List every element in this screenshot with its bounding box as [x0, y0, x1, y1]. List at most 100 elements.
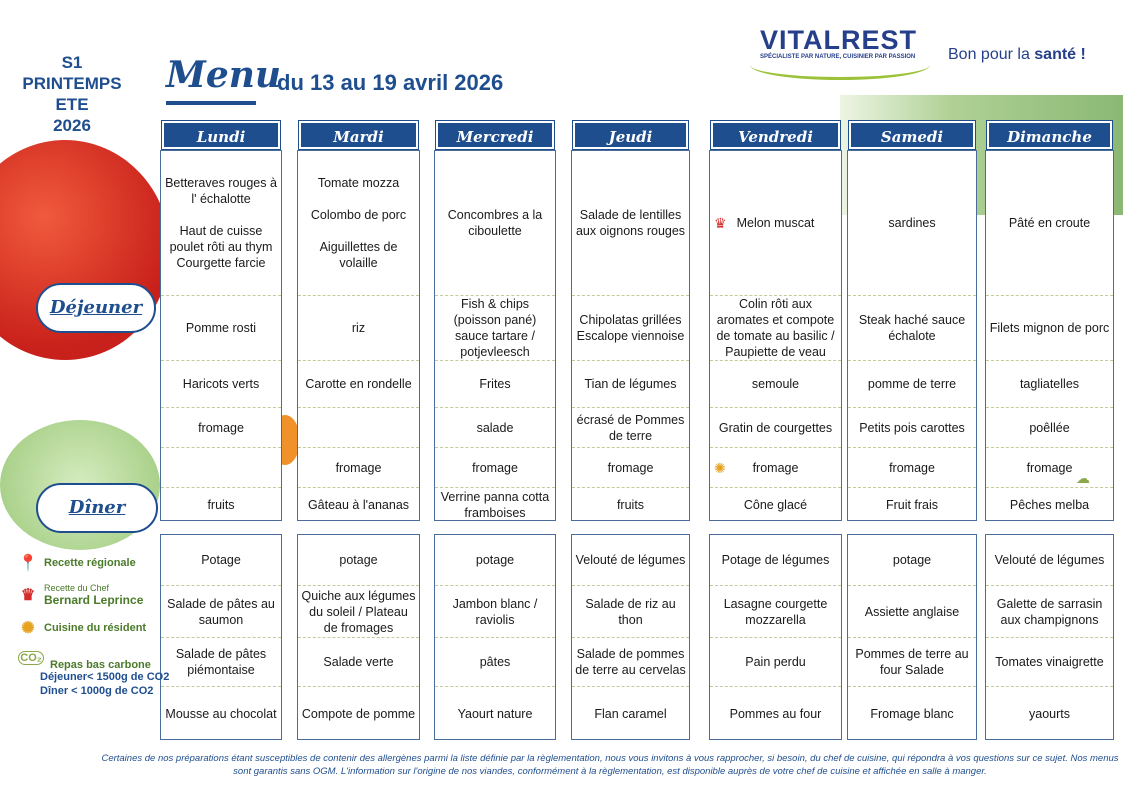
lunch-dish: Frites: [435, 361, 555, 408]
dinner-dish: potage: [298, 535, 419, 586]
brand-tagline: SPÉCIALISTE PAR NATURE, CUISINIER PAR PA…: [760, 54, 916, 60]
dinner-dish: Compote de pomme: [301, 707, 416, 721]
lunch-dish: écrasé de Pommes de terre: [572, 408, 689, 448]
season-line: PRINTEMPS: [22, 74, 122, 93]
slogan: Bon pour la santé !: [948, 46, 1086, 64]
dinner-dish: Salade de riz au thon: [572, 586, 689, 638]
lunch-block: Concombres a la ciboulette Fish & chips (…: [434, 150, 556, 521]
lunch-dish: poêllée: [986, 408, 1113, 448]
dinner-block: Velouté de légumes Galette de sarrasin au…: [985, 534, 1114, 740]
title-underline: [166, 101, 256, 105]
lunch-dish: fromage: [986, 448, 1113, 488]
day-header-mardi: Mardi: [299, 121, 418, 149]
dinner-dish: yaourts: [1029, 707, 1070, 721]
co2-cloud-icon: ☁: [1076, 470, 1090, 486]
dinner-dish: Velouté de légumes: [572, 535, 689, 586]
lunch-block: Pâté en croute Filets mignon de porc tagli…: [985, 150, 1114, 521]
lunch-dish: Tian de légumes: [572, 361, 689, 408]
fireworks-icon: ✺: [21, 620, 35, 637]
lunch-dish: fromage: [848, 448, 976, 488]
lunch-dish: fromage: [710, 448, 841, 488]
dinner-dish: Yaourt nature: [457, 707, 533, 721]
lunch-dish: fromage: [298, 448, 419, 488]
dinner-block: Potage Salade de pâtes au saumon Salade de…: [160, 534, 282, 740]
dinner-block: Velouté de légumes Salade de riz au thon S…: [571, 534, 690, 740]
lunch-label: Déjeuner: [36, 283, 156, 333]
dinner-dish: Lasagne courgette mozzarella: [710, 586, 841, 638]
dinner-dish: pâtes: [435, 638, 555, 687]
lunch-dish: Steak haché sauce échalote: [848, 296, 976, 361]
legend-text: Repas bas carbone: [50, 659, 151, 671]
dinner-dish: Quiche aux légumes du soleil / Plateau d…: [298, 586, 419, 638]
lunch-dish: Verrine panna cotta framboises: [440, 490, 550, 520]
lunch-block: Betteraves rouges à l' échalotte Haut de…: [160, 150, 282, 521]
dinner-dish: Flan caramel: [594, 707, 667, 721]
chef-hat-icon: ♛: [714, 215, 727, 231]
lunch-dish: Pâté en croute: [986, 151, 1113, 296]
lunch-dish: Fish & chips (poisson pané) sauce tartar…: [435, 296, 555, 361]
dinner-block: potage Jambon blanc / raviolis pâtes Yaourt…: [434, 534, 556, 740]
dinner-dish: Salade de pâtes piémontaise: [161, 638, 281, 687]
slogan-text: Bon pour la: [948, 46, 1035, 63]
dinner-block: Potage de légumes Lasagne courgette mozza…: [709, 534, 842, 740]
dinner-dish: Salade de pâtes au saumon: [161, 586, 281, 638]
co2-cloud-icon: CO₂: [18, 651, 44, 665]
lunch-dish: fruits: [207, 498, 235, 512]
dinner-dish: Mousse au chocolat: [165, 707, 277, 721]
lunch-dish: fromage: [572, 448, 689, 488]
dinner-dish: Pain perdu: [710, 638, 841, 687]
lunch-dish: Salade de lentilles aux oignons rouges: [572, 151, 689, 296]
season-label: S1 PRINTEMPS ETE 2026: [12, 52, 132, 136]
day-header-mercredi: Mercredi: [436, 121, 554, 149]
lunch-dish: [298, 408, 419, 448]
dinner-dish: Fromage blanc: [870, 707, 954, 721]
slogan-bold: santé !: [1034, 46, 1086, 63]
logo-swoosh: [750, 50, 930, 80]
brand-logo: VITALREST: [760, 25, 917, 55]
dinner-dish: Velouté de légumes: [986, 535, 1113, 586]
lunch-dish: pomme de terre: [848, 361, 976, 408]
dinner-dish: Salade de pommes de terre au cervelas: [572, 638, 689, 687]
fireworks-icon: ✺: [714, 460, 726, 476]
dinner-dish: Potage: [161, 535, 281, 586]
chef-hat-icon: ♛: [20, 587, 36, 604]
lunch-dish: tagliatelles: [986, 361, 1113, 408]
legend-resident: ✺ Cuisine du résident: [18, 618, 146, 638]
dinner-label: Dîner: [36, 483, 158, 533]
lunch-dish: Concombres a la ciboulette: [435, 151, 555, 296]
legend-text: Recette du Chef Bernard Leprince: [44, 583, 144, 607]
lunch-dish: Haricots verts: [161, 361, 281, 408]
lunch-dish: Pomme rosti: [161, 296, 281, 361]
allergen-disclaimer: Certaines de nos préparations étant susc…: [101, 753, 1119, 777]
day-header-lundi: Lundi: [162, 121, 280, 149]
lunch-dish: salade: [435, 408, 555, 448]
dinner-dish: Jambon blanc / raviolis: [435, 586, 555, 638]
lunch-block: sardines Steak haché sauce échalote pomme …: [847, 150, 977, 521]
lunch-dish: Chipolatas grillées Escalope viennoise: [572, 296, 689, 361]
dinner-dish: Tomates vinaigrette: [986, 638, 1113, 687]
lunch-dish: Petits pois carottes: [848, 408, 976, 448]
season-line: S1: [61, 53, 83, 72]
dinner-dish: potage: [848, 535, 976, 586]
lunch-dish: fromage: [161, 408, 281, 448]
dinner-block: potage Assiette anglaise Pommes de terre a…: [847, 534, 977, 740]
lunch-dish: Colin rôti aux aromates et compote de to…: [710, 296, 841, 361]
lunch-block: Salade de lentilles aux oignons rouges Ch…: [571, 150, 690, 521]
lunch-dish: Melon muscat: [710, 151, 841, 296]
date-range: du 13 au 19 avril 2026: [277, 70, 504, 95]
dinner-dish: Galette de sarrasin aux champignons: [986, 586, 1113, 638]
legend-lunch-limit: Déjeuner< 1500g de CO2: [40, 671, 170, 683]
lunch-dish: Carotte en rondelle: [298, 361, 419, 408]
season-line: ETE: [55, 95, 89, 114]
lunch-dish: Fruit frais: [885, 498, 939, 512]
lunch-dish: Tomate mozza Colombo de porc Aiguillette…: [298, 151, 419, 296]
dinner-block: potage Quiche aux légumes du soleil / Pla…: [297, 534, 420, 740]
lunch-dish: Gâteau à l'ananas: [307, 498, 410, 512]
lunch-dish: Gratin de courgettes: [710, 408, 841, 448]
lunch-dish: Cône glacé: [743, 498, 808, 512]
lunch-dish: sardines: [848, 151, 976, 296]
dinner-dish: Potage de légumes: [710, 535, 841, 586]
day-header-samedi: Samedi: [849, 121, 975, 149]
lunch-dish: fromage: [435, 448, 555, 488]
dinner-dish: potage: [435, 535, 555, 586]
